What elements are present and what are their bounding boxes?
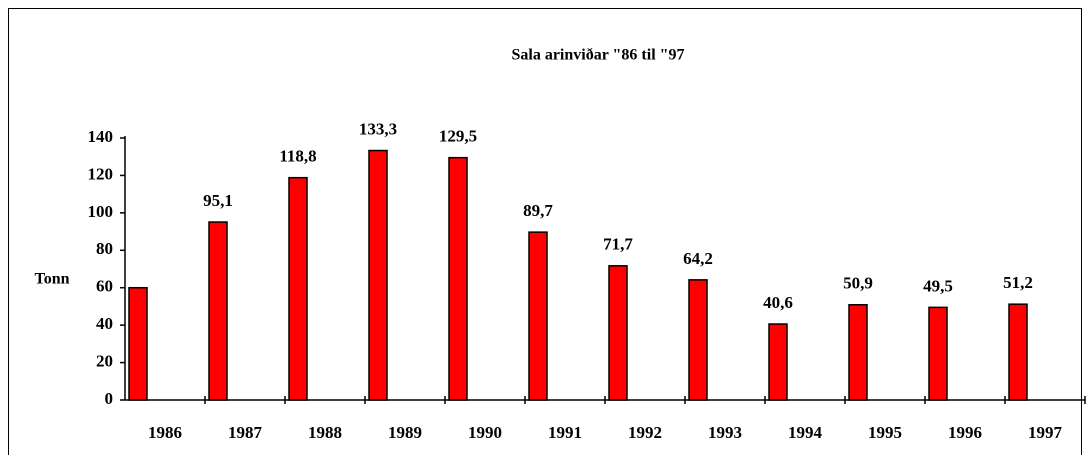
bar xyxy=(768,323,788,401)
y-tick-label: 40 xyxy=(96,314,113,333)
bar xyxy=(528,231,548,401)
data-label: 129,5 xyxy=(439,127,477,146)
data-label: 89,7 xyxy=(523,201,553,220)
bar xyxy=(1008,303,1028,401)
bar xyxy=(608,265,628,401)
data-label: 95,1 xyxy=(203,191,233,210)
bar xyxy=(128,286,148,401)
data-label: 71,7 xyxy=(603,235,633,254)
x-tick-label: 1992 xyxy=(628,423,662,442)
y-axis-label: Tonn xyxy=(35,271,70,288)
y-tick-label: 80 xyxy=(96,239,113,258)
bar xyxy=(208,221,228,401)
data-label: 133,3 xyxy=(359,119,397,138)
bar xyxy=(848,303,868,401)
x-tick-label: 1994 xyxy=(788,423,823,442)
y-tick-label: 140 xyxy=(88,127,114,146)
frame xyxy=(8,8,1082,455)
y-tick-label: 60 xyxy=(96,277,113,296)
x-tick-label: 1989 xyxy=(388,423,422,442)
data-label: 118,8 xyxy=(279,147,316,166)
x-tick-label: 1988 xyxy=(308,423,342,442)
bar xyxy=(688,279,708,401)
y-tick-label: 0 xyxy=(105,389,114,408)
data-label: 50,9 xyxy=(843,274,873,293)
chart-title: Sala arinviðar "86 til "97 xyxy=(511,47,684,64)
x-tick-label: 1993 xyxy=(708,423,742,442)
x-tick-label: 1986 xyxy=(148,423,182,442)
x-tick-label: 1987 xyxy=(228,423,263,442)
bar xyxy=(928,306,948,401)
x-tick-label: 1990 xyxy=(468,423,502,442)
data-label: 40,6 xyxy=(763,293,793,312)
data-label: 64,2 xyxy=(683,249,713,268)
x-tick-label: 1995 xyxy=(868,423,902,442)
x-tick-label: 1996 xyxy=(948,423,982,442)
data-label: 51,2 xyxy=(1003,273,1033,292)
x-tick-label: 1991 xyxy=(548,423,582,442)
bar xyxy=(368,149,388,401)
y-tick-label: 100 xyxy=(88,202,114,221)
data-label: 49,5 xyxy=(923,276,953,295)
y-tick-label: 120 xyxy=(88,164,114,183)
y-tick-label: 20 xyxy=(96,351,113,370)
bar xyxy=(288,176,308,401)
x-tick-label: 1997 xyxy=(1028,423,1063,442)
bar xyxy=(448,156,468,401)
